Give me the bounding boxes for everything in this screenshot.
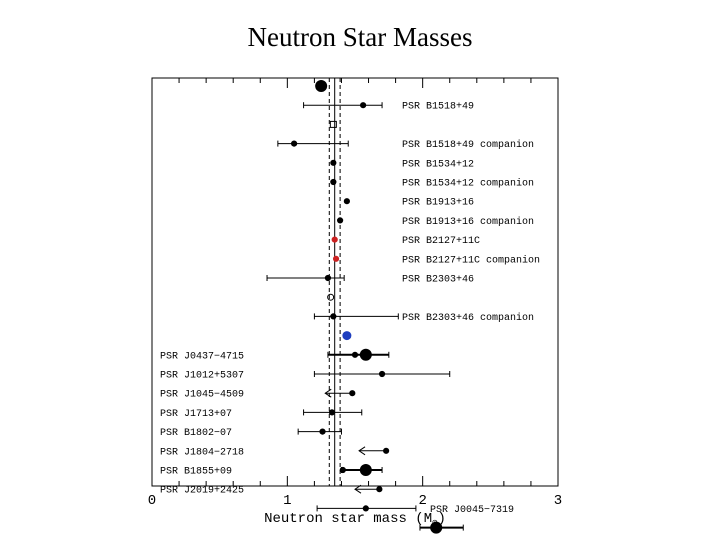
- data-point: [339, 466, 346, 474]
- data-point: [349, 390, 356, 397]
- row-label: PSR J0437−4715: [160, 351, 244, 362]
- data-point: [376, 486, 383, 493]
- data-point: [315, 80, 328, 92]
- row-label: PSR J1012+5307: [160, 371, 244, 382]
- limit-arrow-head: [324, 388, 332, 398]
- data-point: [342, 331, 352, 341]
- x-tick-label: 1: [283, 493, 291, 509]
- row-label: PSR J2019+2425: [160, 486, 244, 497]
- data-point: [332, 255, 340, 262]
- data-point: [291, 140, 298, 147]
- data-point: [359, 464, 372, 476]
- x-tick-label: 2: [418, 493, 426, 509]
- data-point: [343, 198, 350, 205]
- data-point: [330, 313, 337, 320]
- row-label: PSR J1045−4509: [160, 390, 244, 401]
- x-axis-title-sun: ⊙: [432, 518, 437, 528]
- data-point: [430, 521, 443, 534]
- data-point: [330, 159, 337, 166]
- data-point: [337, 217, 344, 224]
- row-label: PSR B2303+46 companion: [402, 312, 534, 324]
- data-point: [359, 348, 372, 361]
- data-point: [351, 351, 359, 358]
- data-point: [378, 370, 386, 378]
- data-point: [331, 236, 338, 243]
- x-axis-title: Neutron star mass (M⊙): [264, 511, 446, 528]
- row-label: PSR B1518+49 companion: [402, 139, 534, 151]
- data-point: [329, 120, 337, 128]
- data-point: [327, 293, 335, 301]
- row-label: PSR B1802−07: [160, 428, 232, 439]
- row-label: PSR B1855+09: [160, 467, 232, 478]
- data-point: [328, 409, 336, 416]
- row-label: PSR B1534+12: [402, 159, 474, 170]
- x-axis-title-close: ): [438, 511, 446, 527]
- data-point: [360, 102, 367, 109]
- row-label: PSR B1913+16 companion: [402, 216, 534, 228]
- row-label: PSR J0045−7319: [430, 505, 514, 516]
- data-point: [319, 428, 326, 435]
- data-point: [324, 274, 332, 282]
- row-label: PSR J1713+07: [160, 409, 232, 420]
- row-label: PSR B2127+11C companion: [402, 254, 540, 266]
- limit-arrow-head: [358, 446, 366, 456]
- row-label: PSR B2303+46: [402, 275, 474, 286]
- row-label: PSR B1913+16: [402, 198, 474, 209]
- data-point: [330, 178, 337, 186]
- x-tick-label: 0: [148, 493, 156, 509]
- x-axis-title-main: Neutron star mass (M: [264, 511, 432, 527]
- row-label: PSR B1534+12 companion: [402, 178, 534, 190]
- limit-arrow-head: [354, 484, 362, 494]
- plot-frame: [151, 77, 559, 487]
- chart-title: Neutron Star Masses: [247, 22, 473, 52]
- x-tick-label: 3: [554, 493, 562, 509]
- row-label: PSR B1518+49: [402, 102, 474, 113]
- data-point: [362, 505, 369, 512]
- row-label: PSR J1804−2718: [160, 447, 244, 458]
- data-point: [383, 447, 390, 454]
- row-label: PSR B2127+11C: [402, 236, 480, 247]
